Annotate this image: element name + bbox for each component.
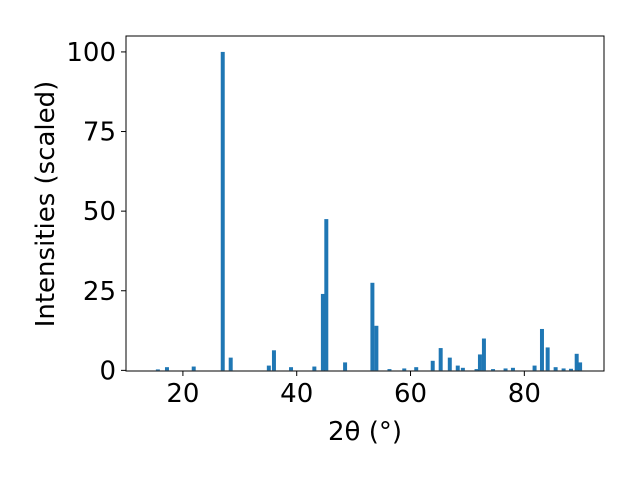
- y-tick-label: 50: [83, 197, 116, 227]
- bar: [510, 367, 515, 371]
- bar: [312, 366, 317, 371]
- bar: [447, 357, 452, 371]
- bar: [574, 353, 579, 371]
- bar: [387, 369, 392, 371]
- x-tick-label: 80: [508, 379, 541, 409]
- bar: [477, 354, 482, 371]
- bar: [343, 362, 348, 371]
- bar: [155, 369, 160, 371]
- bar: [532, 365, 537, 371]
- bar: [545, 347, 550, 371]
- bar: [191, 366, 196, 371]
- y-tick-label: 25: [83, 277, 116, 307]
- x-tick-label: 20: [166, 379, 199, 409]
- bar: [374, 325, 379, 371]
- bar: [460, 367, 465, 371]
- bar: [164, 367, 169, 371]
- bar: [455, 365, 460, 371]
- bar: [481, 338, 486, 371]
- bar: [539, 328, 544, 371]
- y-axis-label: Intensities (scaled): [31, 81, 61, 328]
- x-tick-label: 40: [280, 379, 313, 409]
- x-tick-label: 60: [394, 379, 427, 409]
- plot-frame: [125, 35, 605, 372]
- bar: [474, 369, 479, 371]
- bar: [553, 367, 558, 371]
- bar: [220, 51, 225, 371]
- bar: [414, 367, 419, 371]
- bar: [430, 360, 435, 371]
- bar: [289, 367, 294, 371]
- bar: [402, 368, 407, 371]
- bar: [266, 365, 271, 371]
- bar: [228, 357, 233, 371]
- bar: [578, 362, 583, 371]
- bar: [569, 368, 573, 371]
- bar: [503, 368, 508, 371]
- bar: [320, 293, 325, 371]
- bar: [370, 282, 375, 371]
- bar: [561, 368, 566, 371]
- y-tick-label: 0: [99, 356, 116, 386]
- y-tick-label: 100: [66, 38, 116, 68]
- y-tick-label: 75: [83, 118, 116, 148]
- bar: [271, 350, 276, 371]
- bar: [438, 348, 443, 371]
- bar: [324, 219, 329, 371]
- bar: [491, 369, 496, 371]
- x-axis-label: 2θ (°): [328, 417, 402, 447]
